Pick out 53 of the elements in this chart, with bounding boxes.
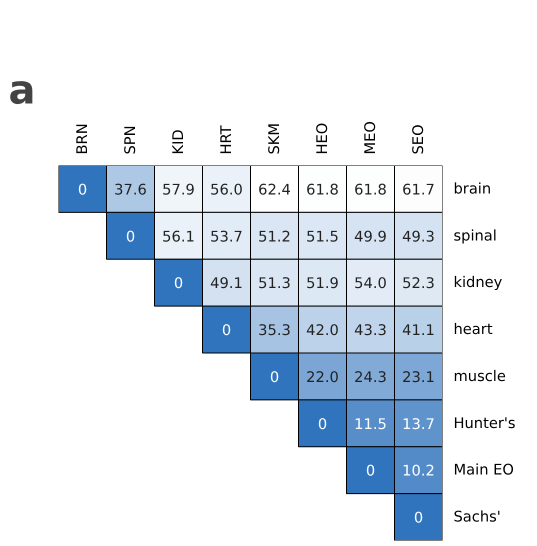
data-label: 37.6 [114,181,147,198]
data-label: 51.9 [306,275,339,292]
data-label: 0 [366,462,376,480]
data-label: 49.1 [210,275,243,292]
data-label: 43.3 [354,322,387,340]
data-label: 10.2 [402,462,435,480]
data-label: 35.3 [258,322,291,340]
data-label: 52.3 [402,275,435,292]
data-label: 0 [174,275,184,292]
data-label: 0 [78,181,88,198]
data-label: 51.5 [306,228,339,246]
data-label: 62.4 [258,181,291,198]
y-tick-label: Hunter's [454,414,516,432]
text: a [8,68,36,114]
data-label: 41.1 [402,322,435,340]
y-tick-label: Main EO [454,462,514,479]
data-label: 0 [126,228,136,246]
data-label: 11.5 [354,416,387,433]
y-tick-label: spinal [454,227,497,244]
data-label: 13.7 [402,416,435,433]
data-label: 42.0 [306,322,339,340]
x-tick-label: SPN [122,125,139,154]
data-label: 56.0 [210,181,243,198]
y-tick-label: brain [454,180,492,198]
data-label: 61.8 [306,181,339,198]
data-label: 0 [222,322,232,340]
data-label: 0 [318,416,328,433]
y-tick-label: heart [454,321,493,338]
x-tick-label: SEO [410,124,427,154]
y-tick-label: Sachs' [454,508,501,526]
data-label: 22.0 [306,368,339,386]
x-tick-label: SKM [266,122,283,154]
data-label: 54.0 [354,275,387,292]
x-tick-label: MEO [362,121,379,154]
data-label: 61.7 [402,181,435,198]
data-label: 23.1 [402,368,435,386]
data-label: 49.3 [402,228,435,246]
y-tick-label: kidney [454,274,503,292]
data-label: 61.8 [354,181,387,198]
y-tick-label: muscle [454,368,506,385]
data-label: 24.3 [354,368,387,386]
data-label: 51.2 [258,228,291,246]
data-label: 0 [414,510,424,527]
x-tick-label: HEO [314,122,331,154]
data-label: 56.1 [162,228,195,246]
data-label: 0 [270,368,280,386]
x-tick-label: HRT [218,125,235,154]
data-label: 53.7 [210,228,243,246]
data-label: 51.3 [258,275,291,292]
x-tick-label: KID [170,129,187,154]
data-label: 57.9 [162,181,195,198]
x-tick-label: BRN [74,123,91,154]
data-label: 49.9 [354,228,387,246]
